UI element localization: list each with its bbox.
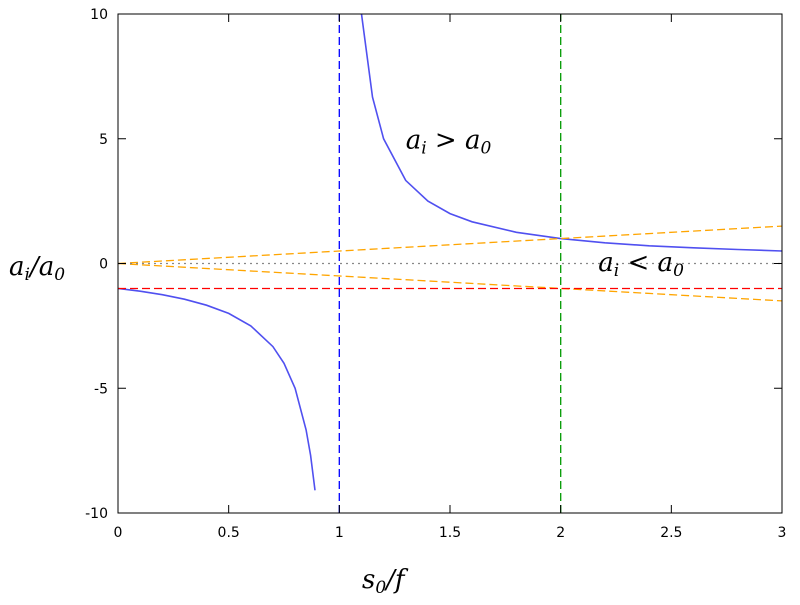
y-tick-label: -5 [94,381,108,397]
y-tick-label: 5 [99,132,108,148]
x-tick-label: 0.5 [218,525,240,541]
annotation-1: ai > a0 [406,126,492,159]
series-line-1 [118,287,316,491]
x-tick-label: 1.5 [439,525,461,541]
x-tick-label: 1 [335,525,344,541]
series-layer [118,14,782,513]
x-tick-label: 2 [556,525,565,541]
series-line-3 [118,225,782,265]
x-tick-label: 3 [778,525,787,541]
annotation-2: ai < a0 [598,248,684,281]
series-line-4 [118,262,782,302]
x-tick-label: 2.5 [660,525,682,541]
y-tick-label: 0 [99,257,108,273]
x-tick-label: 0 [114,525,123,541]
y-tick-label: -10 [85,506,108,522]
y-tick-label: 10 [90,7,108,23]
series-line-2 [360,14,782,252]
x-axis-label: s0/f [362,565,409,598]
annotation-layer: ai > a0 ai < a0 [406,126,684,281]
y-axis-label: ai/a0 [9,252,65,285]
ticks-layer: 0 0.5 1 1.5 2 2.5 3 -10 -5 0 5 10 [85,7,786,541]
